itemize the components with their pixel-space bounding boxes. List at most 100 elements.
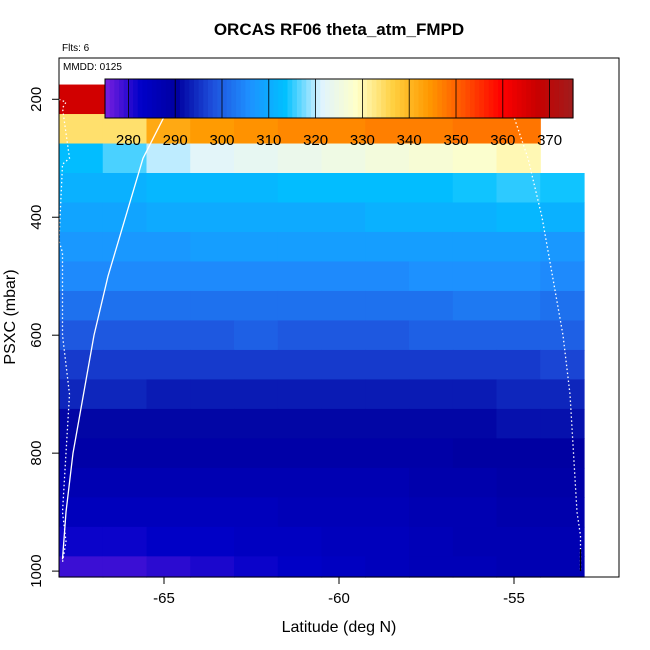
heatmap-cell	[59, 290, 104, 322]
heatmap-cell	[59, 231, 104, 263]
x-axis-label: Latitude (deg N)	[282, 619, 397, 636]
heatmap-cell	[365, 143, 410, 174]
heatmap-cell	[452, 261, 498, 292]
colorbar-tick-label: 320	[303, 132, 328, 149]
heatmap-cell	[496, 526, 541, 557]
colorbar-segment	[488, 79, 495, 118]
x-tick-label: -65	[153, 590, 175, 607]
heatmap-cell	[452, 556, 498, 578]
heatmap-cell	[234, 349, 279, 381]
colorbar-segment	[273, 79, 279, 118]
heatmap-cell	[234, 408, 279, 440]
heatmap-cell	[452, 467, 498, 498]
colorbar-tick-label: 340	[397, 132, 422, 149]
heatmap-cell	[452, 497, 498, 528]
chart-annotation: MMDD: 0125	[63, 62, 122, 73]
heatmap-cell	[365, 114, 410, 145]
colorbar-segment	[427, 79, 434, 118]
colorbar-segment	[329, 79, 335, 118]
heatmap-cell	[321, 261, 366, 292]
heatmap-cell	[496, 173, 541, 204]
colorbar-segment	[530, 79, 537, 118]
colorbar-segment	[137, 79, 144, 118]
heatmap-cell	[409, 497, 454, 528]
heatmap-cell	[146, 202, 191, 233]
heatmap-cell	[146, 231, 191, 263]
heatmap-cell	[540, 202, 585, 233]
heatmap-cell	[365, 349, 410, 381]
heatmap-cell	[102, 290, 148, 322]
colorbar-segment	[250, 79, 256, 118]
heatmap-cell	[452, 143, 498, 174]
heatmap-cell	[409, 320, 454, 351]
colorbar-segment	[161, 79, 167, 118]
colorbar-segment	[147, 79, 153, 118]
heatmap-cell	[321, 173, 366, 204]
heatmap-cell	[496, 408, 541, 440]
heatmap-cell	[234, 556, 279, 578]
colorbar-segment	[484, 79, 490, 118]
colorbar-segment	[446, 79, 452, 118]
heatmap-cell	[452, 290, 498, 322]
heatmap-cell	[452, 349, 498, 381]
colorbar-segment	[568, 79, 574, 118]
heatmap-cell	[190, 320, 235, 351]
heatmap-cell	[102, 379, 148, 410]
y-axis: 200 400 600 800 1000	[28, 87, 59, 588]
heatmap-cell	[365, 497, 410, 528]
heatmap-cell	[234, 202, 279, 233]
colorbar-segment	[432, 79, 438, 118]
heatmap-cell	[234, 173, 279, 204]
heatmap-cell	[190, 202, 235, 233]
colorbar-segment	[287, 79, 293, 118]
heatmap-cell	[190, 143, 235, 174]
colorbar-segment	[170, 79, 176, 118]
heatmap-cell	[190, 290, 235, 322]
heatmap-cell	[321, 114, 366, 145]
heatmap-cell	[190, 349, 235, 381]
heatmap-cell	[146, 497, 191, 528]
heatmap-cell	[59, 408, 104, 440]
heatmap-cell	[496, 202, 541, 233]
colorbar-segment	[245, 79, 251, 118]
heatmap-cell	[496, 143, 541, 174]
heatmap-cell	[409, 173, 454, 204]
colorbar-segment	[217, 79, 223, 118]
heatmap-cell	[146, 556, 191, 578]
heatmap-cell	[321, 526, 366, 557]
heatmap-cell	[190, 114, 235, 145]
heatmap-cell	[277, 114, 323, 145]
colorbar-tick-label: 280	[116, 132, 141, 149]
colorbar-segment	[390, 79, 396, 118]
heatmap-cell	[277, 143, 323, 174]
heatmap-cell	[321, 349, 366, 381]
heatmap-cell	[234, 231, 279, 263]
colorbar-segment	[507, 79, 513, 118]
heatmap-cell	[146, 143, 191, 174]
heatmap-cell	[190, 467, 235, 498]
colorbar-segment	[437, 79, 443, 118]
heatmap-cell	[234, 438, 279, 469]
heatmap-cell	[321, 556, 366, 578]
heatmap-cell	[277, 408, 323, 440]
heatmap-cell	[540, 408, 585, 440]
heatmap-cell	[452, 438, 498, 469]
heatmap-cell	[540, 379, 585, 410]
heatmap-cell	[452, 379, 498, 410]
colorbar-segment	[231, 79, 237, 118]
heatmap-cell	[59, 349, 104, 381]
heatmap-cell	[365, 261, 410, 292]
heatmap-cell	[540, 497, 585, 528]
heatmap-cell	[277, 349, 323, 381]
colorbar-segment	[353, 79, 359, 118]
heatmap-cell	[146, 261, 191, 292]
chart-title: ORCAS RF06 theta_atm_FMPD	[214, 20, 464, 39]
colorbar-segment	[259, 79, 265, 118]
heatmap-cell	[146, 408, 191, 440]
heatmap-cell	[59, 467, 104, 498]
colorbar-segment	[133, 79, 139, 118]
heatmap-cell	[59, 143, 104, 174]
heatmap-cell	[321, 379, 366, 410]
heatmap-cell	[540, 438, 585, 469]
heatmap-cell	[496, 467, 541, 498]
